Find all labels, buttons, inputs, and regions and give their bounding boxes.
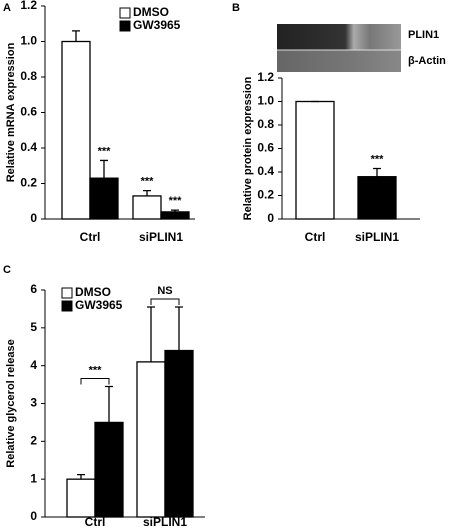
panel-letter: B bbox=[232, 2, 240, 14]
panel-letter: A bbox=[3, 2, 11, 14]
error-bar bbox=[373, 167, 381, 177]
y-axis-label: Relative mRNA expression bbox=[5, 42, 17, 182]
y-tick-label: 0.4 bbox=[257, 164, 274, 178]
legend-label: DMSO bbox=[133, 5, 169, 19]
significance-label: *** bbox=[141, 176, 155, 188]
x-tick-label: siPLIN1 bbox=[139, 230, 183, 244]
y-tick-label: 5 bbox=[30, 320, 37, 334]
blot-plin1 bbox=[277, 24, 401, 50]
significance-bracket bbox=[150, 298, 180, 306]
y-tick-label: 0 bbox=[267, 211, 274, 225]
x-tick-label: Ctrl bbox=[80, 230, 101, 244]
y-tick-label: 0.2 bbox=[20, 176, 37, 190]
legend-swatch bbox=[119, 7, 131, 19]
blot-actin bbox=[277, 50, 401, 72]
error-bar bbox=[105, 385, 113, 423]
bar bbox=[136, 361, 166, 518]
x-tick-label: siPLIN1 bbox=[355, 230, 399, 244]
significance-label: *** bbox=[169, 195, 183, 207]
y-tick-label: 0.8 bbox=[257, 117, 274, 131]
bar bbox=[160, 211, 190, 220]
y-tick-label: 0 bbox=[30, 211, 37, 225]
error-bar bbox=[175, 306, 183, 351]
y-tick-label: 1.2 bbox=[20, 0, 37, 12]
y-tick-label: 1 bbox=[30, 471, 37, 485]
bar bbox=[164, 349, 194, 518]
y-tick-label: 1.0 bbox=[257, 94, 274, 108]
blot-label: β-Actin bbox=[408, 55, 446, 67]
bar bbox=[295, 100, 335, 220]
bar bbox=[94, 421, 124, 518]
y-tick-label: 2 bbox=[30, 434, 37, 448]
x-tick-label: Ctrl bbox=[305, 230, 326, 244]
y-tick-label: 0.4 bbox=[20, 140, 37, 154]
bar bbox=[66, 478, 96, 518]
legend-swatch bbox=[61, 287, 73, 299]
y-tick-label: 0.8 bbox=[20, 69, 37, 83]
significance-label: *** bbox=[98, 145, 112, 157]
legend-label: GW3965 bbox=[75, 298, 123, 312]
y-tick-label: 1.0 bbox=[20, 34, 37, 48]
y-axis-label: Relative glycerol release bbox=[5, 339, 17, 467]
bar bbox=[89, 177, 119, 220]
y-tick-label: 0.2 bbox=[257, 188, 274, 202]
error-bar bbox=[147, 306, 155, 362]
y-tick-label: 0.6 bbox=[257, 141, 274, 155]
bar bbox=[61, 40, 91, 220]
y-tick-label: 4 bbox=[30, 358, 37, 372]
legend-label: DMSO bbox=[75, 285, 111, 299]
significance-bracket bbox=[80, 377, 110, 385]
y-tick-label: 1.2 bbox=[257, 70, 274, 84]
x-tick-label: siPLIN1 bbox=[143, 515, 187, 529]
panel-letter: C bbox=[3, 264, 11, 276]
legend-swatch bbox=[61, 300, 73, 312]
significance-label: *** bbox=[371, 153, 385, 165]
y-tick-label: 6 bbox=[30, 282, 37, 296]
blot-label: PLIN1 bbox=[408, 29, 439, 41]
error-bar bbox=[171, 209, 179, 212]
legend-label: GW3965 bbox=[133, 18, 181, 32]
bar bbox=[357, 176, 397, 220]
y-tick-label: 3 bbox=[30, 396, 37, 410]
error-bar bbox=[100, 159, 108, 179]
y-tick-label: 0.6 bbox=[20, 105, 37, 119]
error-bar bbox=[77, 473, 85, 480]
error-bar bbox=[72, 30, 80, 42]
significance-label: *** bbox=[89, 364, 103, 376]
y-axis-label: Relative protein expression bbox=[242, 76, 254, 220]
legend-swatch bbox=[119, 20, 131, 32]
x-tick-label: Ctrl bbox=[85, 515, 106, 529]
significance-label: NS bbox=[157, 285, 172, 297]
error-bar bbox=[143, 189, 151, 196]
bar bbox=[132, 195, 162, 220]
y-tick-label: 0 bbox=[30, 509, 37, 523]
